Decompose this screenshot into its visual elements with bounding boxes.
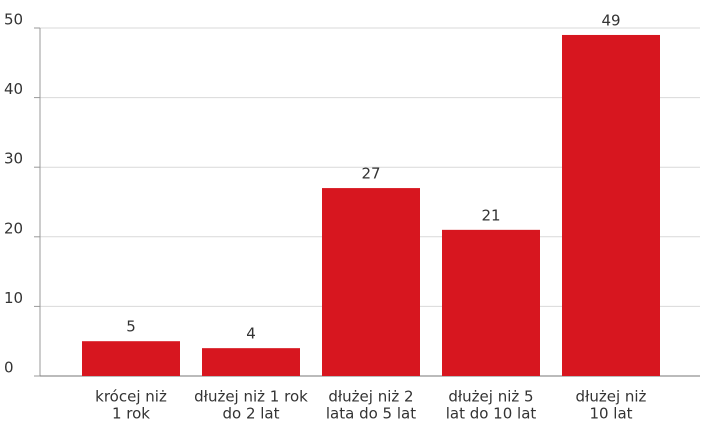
y-tick-label: 40: [4, 80, 23, 98]
x-tick-label: dłużej niż: [576, 388, 647, 406]
bar: [202, 348, 300, 376]
x-tick-label: do 2 lat: [222, 405, 279, 423]
y-tick-label: 20: [4, 219, 23, 237]
bar: [442, 229, 540, 376]
y-tick-label: 30: [4, 150, 23, 168]
bar: [562, 34, 660, 377]
value-label: 27: [361, 165, 380, 183]
value-label: 4: [246, 325, 256, 343]
x-tick-label: dłużej niż 5: [448, 388, 533, 406]
y-tick-label: 50: [4, 11, 23, 29]
x-tick-label: lata do 5 lat: [326, 405, 416, 423]
x-tick-label: 10 lat: [589, 405, 632, 423]
value-label: 5: [126, 318, 136, 336]
x-tick-label: dłużej niż 2: [328, 388, 413, 406]
x-tick-label: lat do 10 lat: [446, 405, 537, 423]
bar: [82, 341, 180, 376]
value-label: 49: [601, 11, 620, 29]
value-label: 21: [481, 206, 500, 224]
bar: [322, 188, 420, 376]
x-tick-label: dłużej niż 1 rok: [194, 388, 308, 406]
x-tick-label: krócej niż: [95, 388, 167, 406]
x-tick-label: 1 rok: [112, 405, 150, 423]
y-tick-label: 10: [4, 289, 23, 307]
y-tick-label: 0: [4, 359, 14, 377]
